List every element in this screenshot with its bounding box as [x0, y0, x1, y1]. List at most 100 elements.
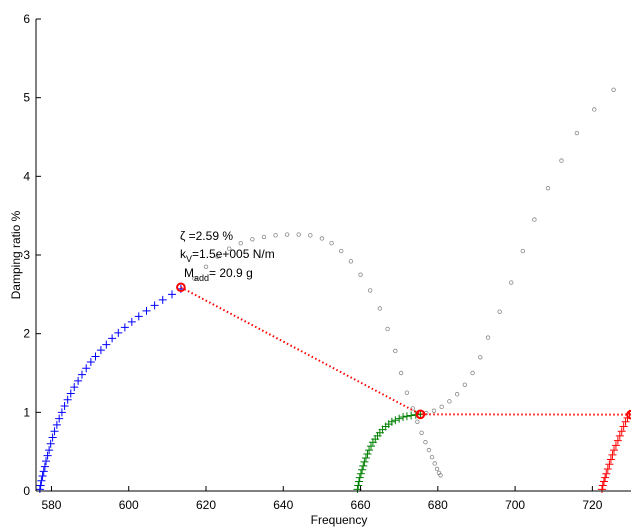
- plus-marker: [50, 427, 59, 436]
- plus-marker: [150, 301, 159, 310]
- locus-point: [497, 309, 502, 314]
- locus-point: [261, 234, 267, 240]
- plus-marker: [86, 357, 95, 366]
- series-5: [176, 282, 631, 420]
- locus-point: [368, 288, 373, 293]
- x-axis-label: Frequency: [311, 513, 368, 527]
- plus-marker: [96, 346, 105, 355]
- locus-point: [348, 259, 354, 264]
- plus-marker: [36, 481, 45, 490]
- plus-marker: [102, 340, 111, 349]
- plus-marker: [598, 481, 607, 490]
- y-tick-label: 0: [23, 484, 30, 498]
- plus-marker: [142, 306, 151, 315]
- locus-point: [393, 348, 398, 354]
- locus-point: [308, 233, 313, 238]
- plus-marker: [611, 441, 620, 450]
- locus-point: [226, 246, 232, 251]
- plus-marker: [610, 446, 618, 455]
- plus-marker: [46, 439, 55, 448]
- plus-marker: [601, 473, 610, 482]
- locus-point: [431, 408, 437, 413]
- plus-marker: [603, 464, 612, 473]
- locus-point: [432, 461, 437, 466]
- locus-point: [478, 355, 483, 360]
- plus-marker: [605, 460, 614, 469]
- x-tick-label: 600: [119, 498, 139, 512]
- locus-point: [438, 473, 443, 478]
- locus-point: [415, 419, 420, 424]
- plus-marker: [39, 467, 48, 476]
- locus-point: [203, 264, 209, 269]
- plus-marker: [416, 410, 425, 419]
- plus-marker: [91, 352, 100, 361]
- locus-point: [358, 272, 363, 277]
- plus-marker: [387, 417, 396, 426]
- selected-mode-point: [176, 282, 186, 293]
- y-tick-label: 4: [23, 169, 30, 183]
- locus-point: [485, 335, 491, 340]
- locus-point: [429, 454, 435, 460]
- plus-marker: [37, 476, 46, 485]
- plus-marker: [77, 370, 86, 379]
- y-tick-label: 2: [23, 327, 30, 341]
- locus-point: [509, 280, 514, 285]
- y-axis-label: Damping ratio %: [9, 210, 23, 299]
- plus-marker: [66, 389, 75, 398]
- locus-point: [404, 390, 410, 395]
- series-0: [36, 284, 185, 493]
- plus-marker: [120, 323, 129, 332]
- plus-marker: [70, 383, 79, 392]
- plus-marker: [358, 465, 367, 474]
- plus-marker: [395, 414, 404, 423]
- plus-marker: [114, 328, 123, 337]
- plus-marker: [63, 395, 72, 404]
- locus-point: [439, 404, 444, 410]
- locus-point: [215, 254, 220, 259]
- x-tick-label: 640: [273, 498, 293, 512]
- locus-point: [454, 392, 460, 397]
- series-4: [424, 87, 616, 416]
- plus-marker: [619, 422, 628, 431]
- plus-marker: [399, 413, 408, 422]
- plus-marker: [621, 417, 630, 426]
- plus-marker: [363, 450, 372, 459]
- plus-marker: [359, 461, 368, 470]
- locus-point: [545, 185, 551, 191]
- selected-mode-point: [626, 409, 631, 420]
- plus-marker: [40, 462, 49, 471]
- plus-marker: [354, 481, 363, 490]
- plus-marker: [45, 446, 54, 455]
- y-tick-label: 1: [23, 405, 30, 419]
- plus-marker: [168, 290, 176, 299]
- plus-marker: [356, 469, 365, 478]
- locus-point: [192, 276, 197, 281]
- locus-point: [284, 232, 290, 237]
- plus-marker: [52, 420, 61, 429]
- plus-marker: [598, 485, 607, 493]
- plus-marker: [602, 469, 611, 478]
- plus-marker: [134, 312, 143, 321]
- locus-point: [423, 440, 428, 445]
- plus-marker: [38, 472, 47, 481]
- plus-marker: [36, 485, 44, 493]
- locus-point: [339, 248, 344, 254]
- plus-marker: [407, 411, 416, 420]
- locus-point: [419, 430, 424, 435]
- locus-point: [377, 306, 383, 311]
- locus-point: [426, 447, 432, 453]
- plus-marker: [74, 376, 83, 385]
- locus-point: [329, 240, 334, 246]
- plus-marker: [617, 427, 626, 436]
- plus-marker: [615, 431, 624, 440]
- plus-marker: [48, 433, 57, 442]
- plus-marker: [43, 451, 52, 460]
- selected-mode-point: [415, 409, 426, 420]
- plus-marker: [608, 450, 617, 459]
- plus-marker: [365, 446, 374, 455]
- x-tick-label: 660: [351, 498, 371, 512]
- y-tick-label: 5: [23, 91, 30, 105]
- x-tick-label: 580: [41, 498, 61, 512]
